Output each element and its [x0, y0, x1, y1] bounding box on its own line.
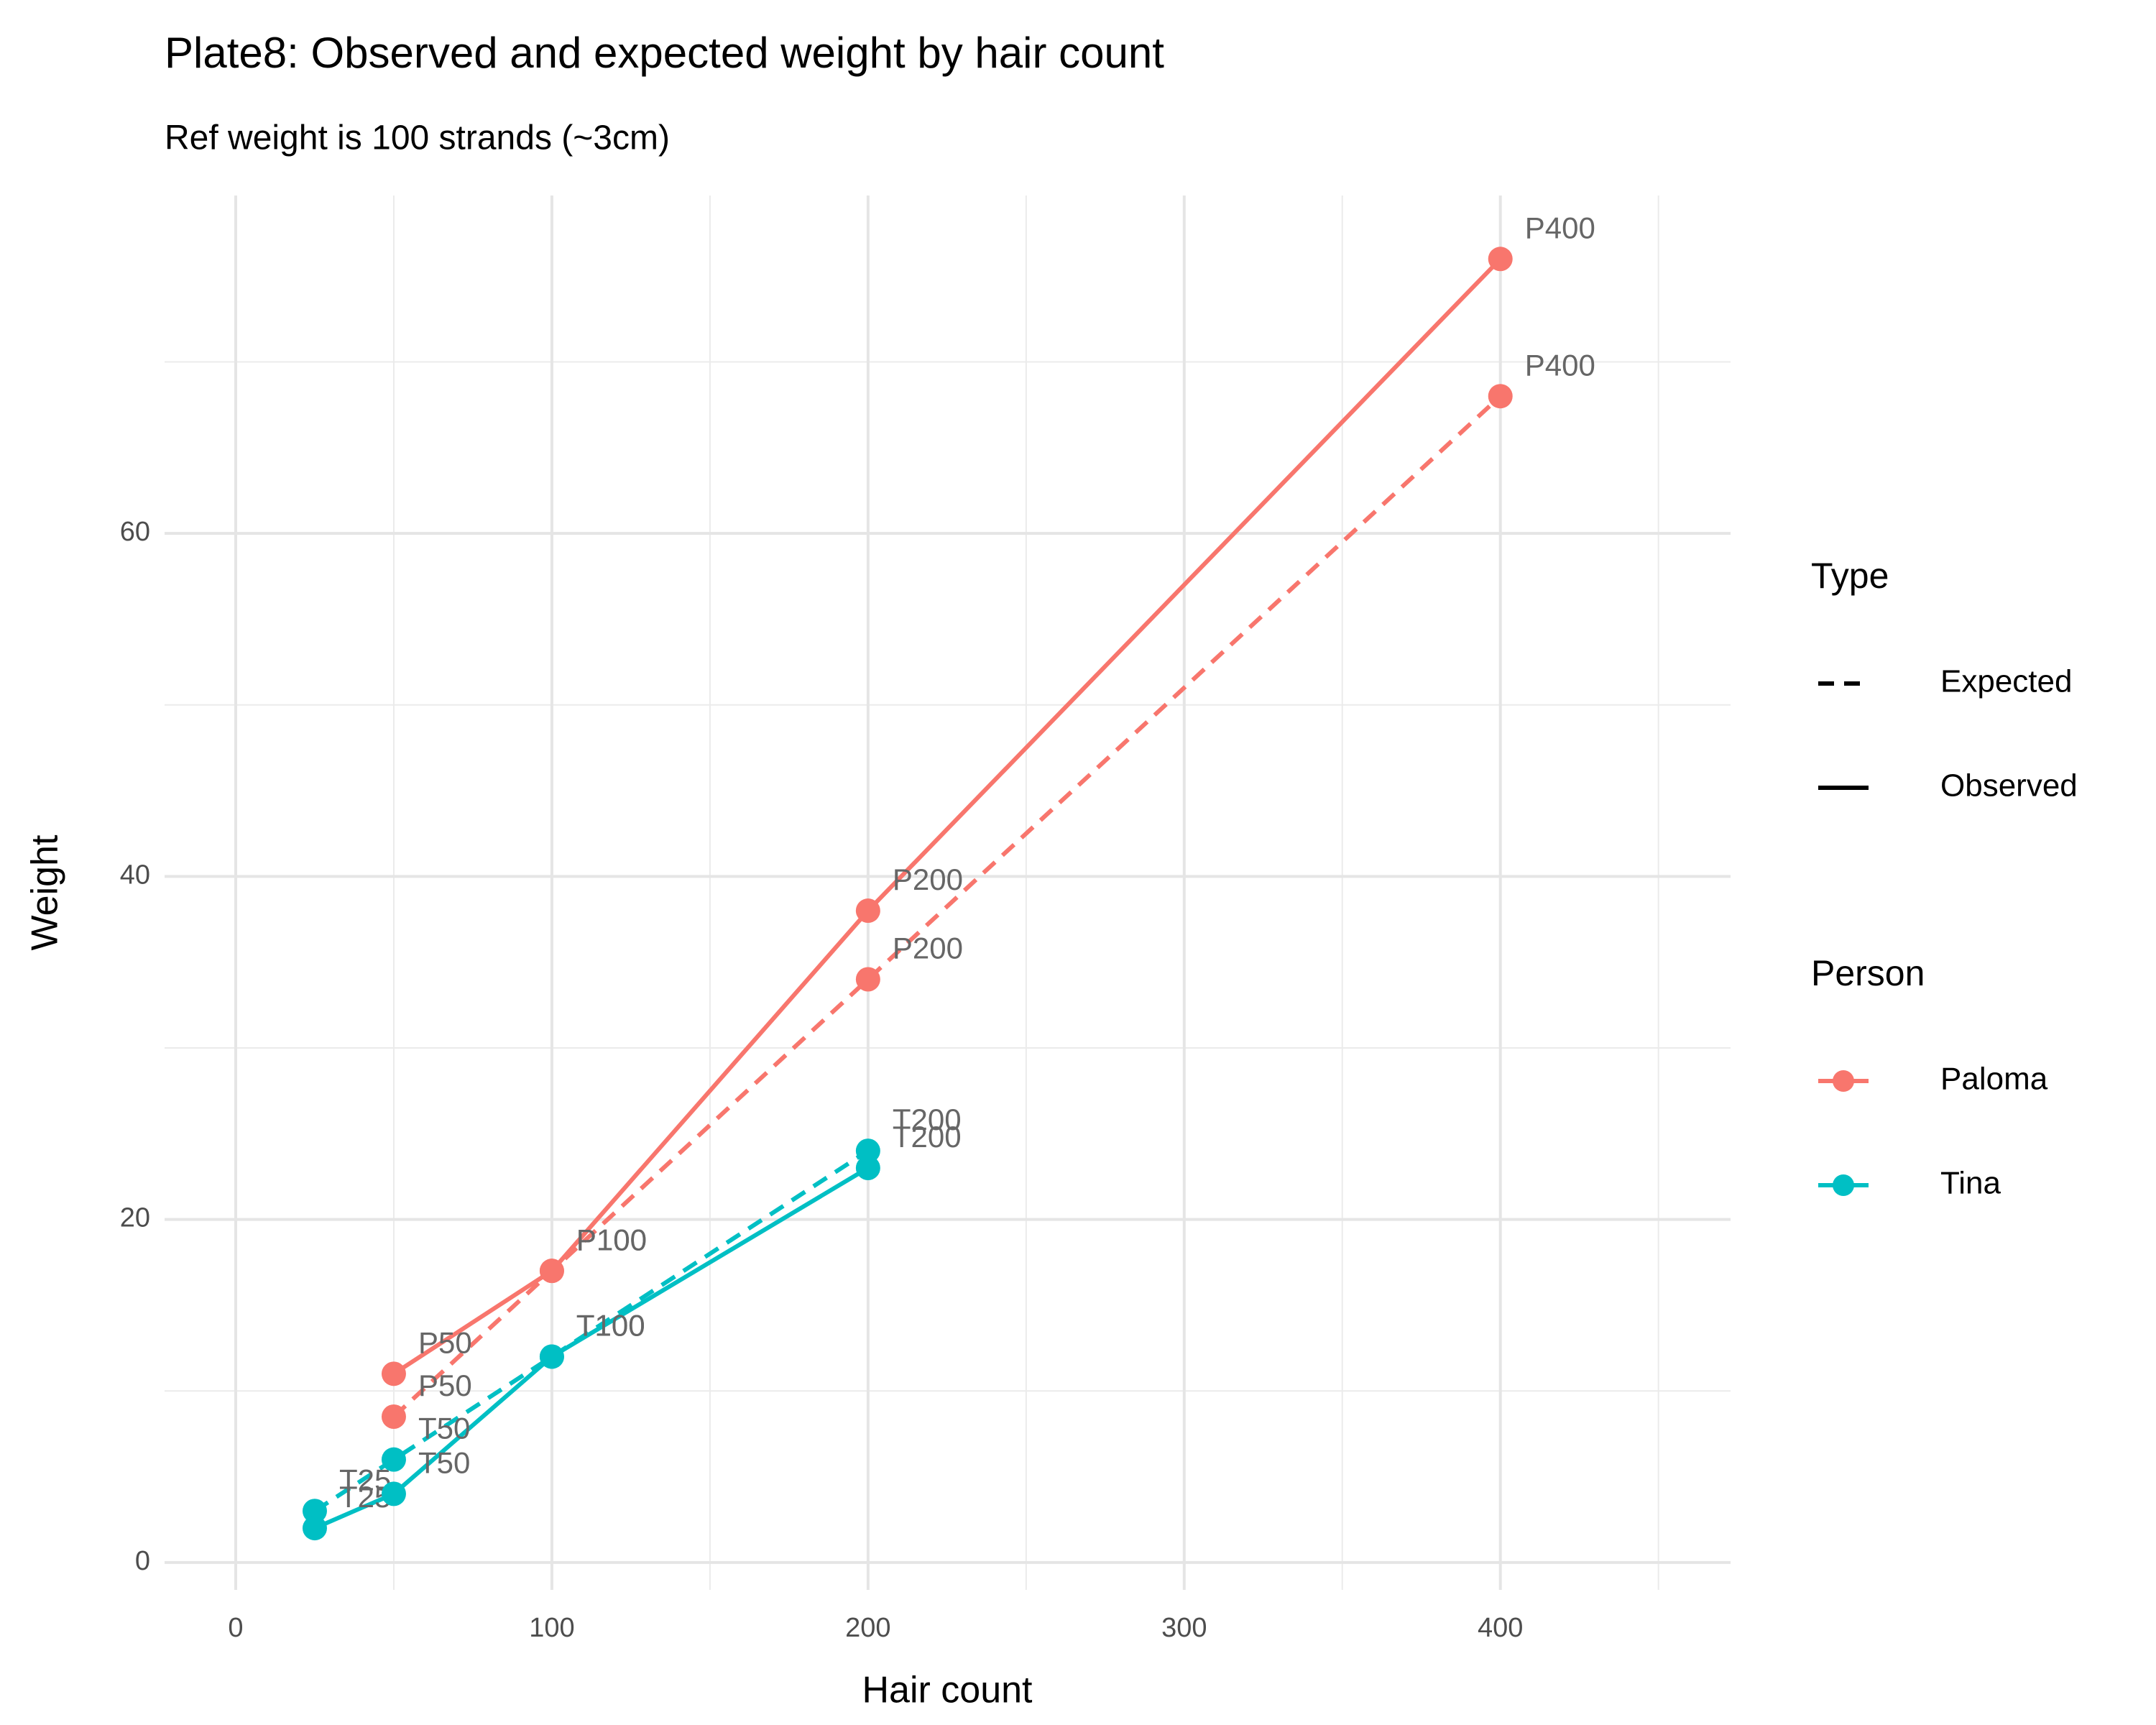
- x-tick-label: 200: [845, 1613, 890, 1643]
- data-point: [302, 1499, 327, 1524]
- point-label: T200: [893, 1120, 962, 1154]
- series-line: [392, 257, 1502, 1376]
- x-tick-label: 0: [228, 1613, 243, 1643]
- legend-title: Type: [1811, 556, 1889, 596]
- series-line: [392, 394, 1502, 1419]
- data-point: [302, 1516, 327, 1541]
- series-line: [313, 1166, 870, 1530]
- y-tick-label: 60: [120, 517, 150, 547]
- point-label: P200: [893, 862, 963, 896]
- data-point: [539, 1259, 564, 1284]
- data-point: [381, 1481, 406, 1506]
- data-point: [855, 1138, 880, 1164]
- data-point: [381, 1361, 406, 1386]
- legend-label: Expected: [1940, 664, 2072, 699]
- data-point: [381, 1404, 406, 1429]
- y-tick-label: 0: [135, 1546, 150, 1576]
- chart-title: Plate8: Observed and expected weight by …: [165, 29, 1164, 77]
- point-label: P100: [576, 1223, 647, 1256]
- data-point: [1488, 384, 1513, 409]
- point-label: T100: [576, 1309, 645, 1343]
- point-label: P100: [576, 1223, 647, 1256]
- point-label: T200: [893, 1103, 962, 1136]
- data-point: [855, 1155, 880, 1180]
- data-point: [381, 1447, 406, 1472]
- legend-label: Paloma: [1940, 1062, 2048, 1097]
- x-axis-label: Hair count: [862, 1670, 1033, 1711]
- legend-label: Observed: [1940, 768, 2078, 804]
- chart-subtitle: Ref weight is 100 strands (~3cm): [165, 119, 670, 157]
- x-tick-label: 300: [1161, 1613, 1207, 1643]
- y-tick-label: 20: [120, 1203, 150, 1233]
- data-point: [855, 898, 880, 924]
- legend-title: Person: [1811, 953, 1925, 993]
- x-tick-label: 400: [1478, 1613, 1523, 1643]
- legend-key: [1833, 1174, 1854, 1196]
- point-label: P50: [418, 1368, 472, 1402]
- point-label: P400: [1525, 348, 1595, 382]
- data-point: [1488, 247, 1513, 272]
- point-label: T50: [418, 1412, 470, 1445]
- x-tick-label: 100: [529, 1613, 574, 1643]
- y-axis-label: Weight: [24, 834, 66, 950]
- point-label: P50: [418, 1325, 472, 1359]
- data-point: [539, 1344, 564, 1369]
- point-label: P400: [1525, 211, 1595, 244]
- point-label: P200: [893, 932, 963, 965]
- legend-key: [1833, 1070, 1854, 1092]
- point-label: T100: [576, 1309, 645, 1343]
- data-point: [855, 967, 880, 992]
- point-label: T50: [418, 1445, 470, 1479]
- series-line: [313, 1149, 870, 1513]
- y-tick-label: 40: [120, 860, 150, 890]
- legend-label: Tina: [1940, 1166, 2001, 1201]
